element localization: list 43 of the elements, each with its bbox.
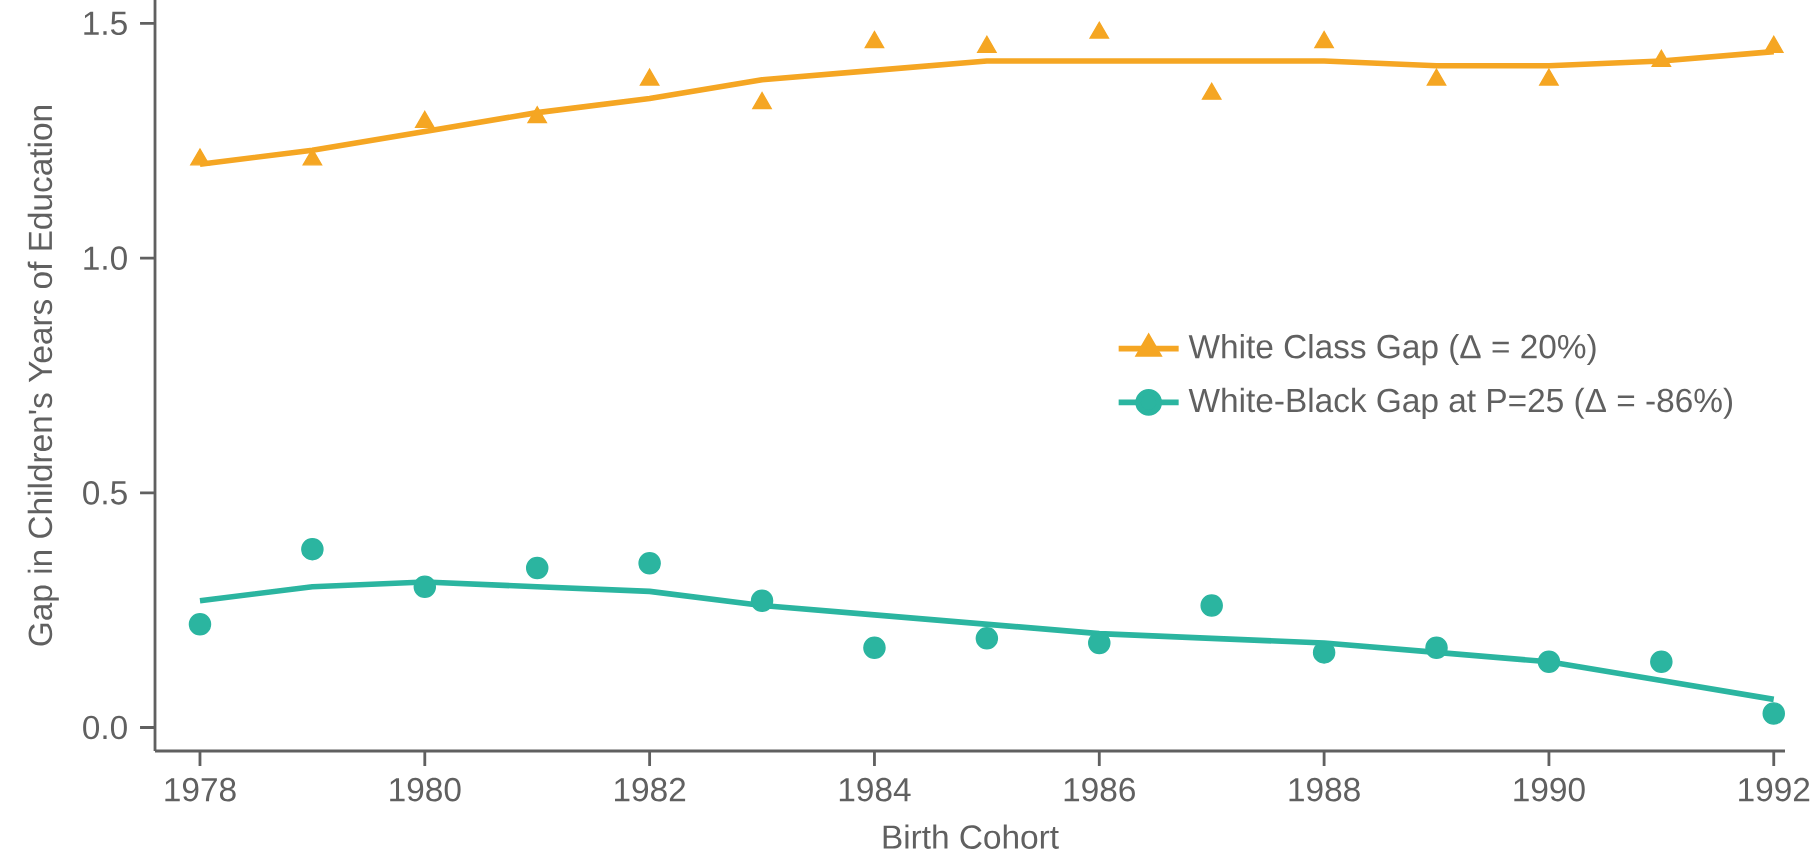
point	[527, 106, 548, 124]
point	[1201, 82, 1222, 100]
point	[1539, 68, 1559, 86]
point	[639, 68, 660, 86]
point	[750, 589, 774, 613]
point	[1650, 650, 1673, 674]
point	[1763, 35, 1784, 53]
legend-label: White Class Gap (Δ = 20%)	[1188, 333, 1596, 366]
point	[864, 30, 885, 49]
x-tick-label: 1984	[839, 777, 911, 802]
point	[638, 551, 661, 575]
legend-label: White-Black Gap at P=25 (Δ = -86%)	[1188, 387, 1732, 419]
y-tick-label: 1.0	[84, 246, 127, 270]
point	[1426, 68, 1447, 86]
x-tick-label: 1986	[1064, 777, 1135, 802]
y-tick-label: 0.0	[83, 715, 127, 740]
x-tick-label: 1992	[1739, 777, 1810, 802]
point	[413, 575, 437, 598]
point	[414, 110, 435, 129]
y-tick-label: 1.5	[84, 11, 127, 36]
point	[1762, 702, 1785, 725]
x-tick-label: 1988	[1289, 777, 1360, 802]
point	[1651, 49, 1672, 67]
point	[752, 92, 772, 110]
point	[1314, 30, 1334, 49]
point	[977, 35, 997, 53]
x-tick-label: 1978	[165, 777, 236, 802]
x-tick-label: 1980	[390, 777, 461, 802]
x-tick-label: 1982	[615, 777, 686, 802]
point	[188, 613, 212, 636]
point	[301, 537, 324, 561]
point	[1537, 650, 1561, 674]
x-axis-title: Birth Cohort	[883, 824, 1059, 849]
x-tick-label: 1990	[1514, 777, 1585, 802]
y-axis-title: Gap in Children's Years of Education	[27, 106, 59, 646]
point	[1200, 594, 1223, 617]
y-tick-label: 0.5	[83, 481, 127, 505]
point	[1425, 636, 1448, 659]
point	[863, 636, 886, 659]
point	[190, 148, 210, 166]
point	[525, 556, 549, 580]
point	[975, 627, 999, 650]
point	[1089, 21, 1110, 39]
